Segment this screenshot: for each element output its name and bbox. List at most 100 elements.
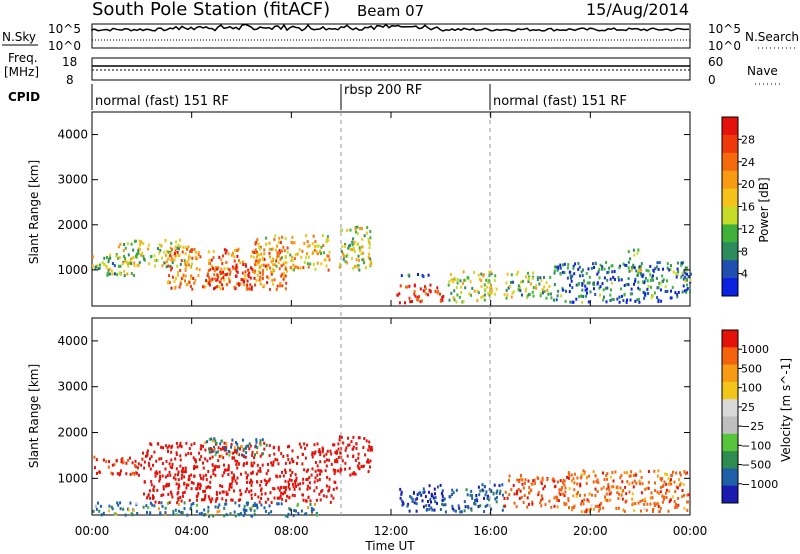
velocity-cell [235,481,238,485]
velocity-cell [608,492,611,496]
velocity-cell [137,462,140,466]
power-cell [633,253,636,257]
power-cell [189,284,192,288]
velocity-cell [316,473,319,477]
velocity-cell [667,477,670,480]
power-cell [127,253,130,257]
velocity-cell [223,448,226,452]
velocity-cell [498,492,501,495]
velocity-cell [267,512,270,516]
power-cell [306,252,308,256]
velocity-ytick-label: 4000 [57,334,88,348]
power-cell [305,256,308,260]
velocity-cell [421,499,424,503]
power-cell [328,258,331,262]
power-cell [252,270,254,274]
velocity-cell [632,502,635,506]
velocity-cell [678,483,681,487]
velocity-cell [243,504,246,508]
power-cell [603,295,605,299]
power-cell [278,254,280,258]
power-cell [158,251,161,255]
velocity-cell [143,460,146,464]
power-cell [273,278,276,282]
velocity-cell [202,489,205,493]
velocity-cell [596,478,599,482]
power-cell [225,282,228,286]
velocity-cell [567,476,570,480]
power-cell [477,291,480,295]
velocity-cell [203,498,206,502]
velocity-cell [159,477,162,481]
velocity-cell [638,479,641,483]
velocity-cell [152,494,154,498]
power-cell [585,294,588,298]
velocity-cell [575,492,578,496]
velocity-cell [677,496,680,500]
power-cell [657,286,660,289]
power-cell [283,249,286,253]
velocity-cell [400,490,403,494]
power-cell [647,284,650,288]
power-cell [653,291,656,295]
velocity-cell [230,482,233,486]
velocity-cell [196,465,199,469]
power-cell [208,262,210,265]
velocity-cell [329,449,332,453]
power-cell [245,264,247,268]
velocity-cell [149,511,152,515]
velocity-cell [443,497,446,501]
velocity-cell [207,509,210,513]
velocity-cell [149,501,152,505]
velocity-cell [365,439,368,443]
velocity-cell [225,490,228,494]
velocity-cell [229,512,232,516]
velocity-cell [506,496,509,500]
power-cell [181,250,184,254]
velocity-cell [679,473,682,477]
velocity-cell [248,490,251,494]
power-cell [669,264,672,268]
power-cell [634,279,637,283]
velocity-cell [430,500,432,504]
velocity-cell [264,509,267,513]
velocity-cell [330,494,333,498]
power-cell [636,251,639,255]
velocity-cell [250,461,253,465]
power-cell [92,264,94,268]
power-cell [655,276,658,280]
power-cell [286,246,289,250]
velocity-cell [153,504,156,508]
power-cell [314,267,317,271]
velocity-cell [592,507,595,511]
velocity-cell [193,467,195,470]
power-cell [359,249,362,252]
power-cell [590,266,593,270]
velocity-cell [188,498,191,502]
power-cell [174,285,177,289]
power-cell [543,285,546,289]
velocity-cell [219,447,222,451]
velocity-colorbar-tick-label: 500 [741,362,762,375]
velocity-cell [475,497,478,501]
velocity-cell [304,512,307,516]
velocity-colorbar-tick-label: −1000 [741,478,778,491]
velocity-cell [516,489,519,493]
velocity-cell [314,502,316,506]
velocity-cell [552,479,555,483]
power-cell [586,281,589,285]
velocity-cell [111,472,114,476]
velocity-cell [352,435,355,439]
power-cell [343,255,346,259]
velocity-cell [665,482,668,486]
velocity-cell [309,499,312,503]
velocity-cell [568,487,571,491]
power-cell [532,271,534,275]
power-cell [617,276,620,279]
power-cell [580,270,583,274]
velocity-cell [661,485,664,488]
power-cell [570,276,572,280]
velocity-cell [428,490,430,494]
power-cell [592,282,595,286]
velocity-cell [483,485,486,489]
